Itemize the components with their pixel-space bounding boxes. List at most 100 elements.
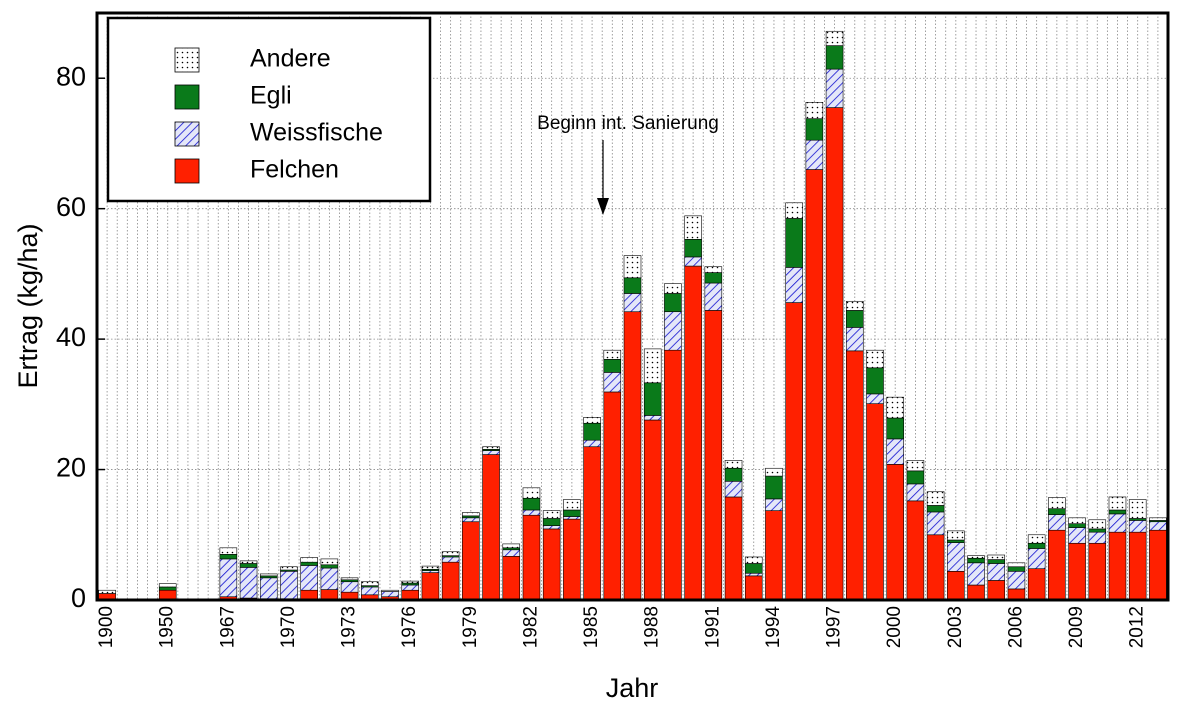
y-tick-label: 0: [71, 583, 86, 613]
bar-segment: [583, 417, 601, 424]
bar-segment: [987, 559, 1006, 564]
bar-segment: [1007, 588, 1026, 601]
bar-segment: [926, 491, 945, 506]
x-tick-label: 2012: [1127, 606, 1148, 648]
y-axis-label: Ertrag (kg/ha): [13, 223, 43, 388]
bar-segment: [239, 567, 258, 599]
x-axis-label: Jahr: [606, 673, 659, 702]
bar-segment: [1149, 517, 1167, 521]
bar-segment: [603, 359, 622, 373]
bar-segment: [158, 586, 177, 591]
bar-segment: [987, 563, 1006, 581]
bar-segment: [340, 581, 359, 593]
legend-swatch: [174, 158, 200, 184]
bar-segment: [542, 528, 561, 601]
bar-segment: [664, 283, 682, 294]
bar-segment: [522, 514, 541, 601]
bar-segment: [1048, 508, 1066, 515]
bar-segment: [906, 500, 925, 601]
bar-segment: [320, 558, 339, 566]
y-tick-label: 40: [56, 322, 86, 352]
bar-segment: [704, 282, 723, 311]
bar-segment: [381, 591, 399, 598]
bar-segment: [280, 566, 298, 571]
bar-segment: [259, 577, 278, 599]
bar-segment: [664, 311, 682, 351]
bar-segment: [1068, 542, 1086, 601]
bar-segment: [947, 539, 965, 543]
bar-segment: [967, 584, 985, 601]
x-tick-label: 1970: [278, 606, 299, 648]
bar-segment: [1007, 571, 1026, 590]
bar-segment: [542, 525, 561, 530]
bar-segment: [583, 422, 601, 441]
bar-segment: [441, 556, 460, 563]
x-tick-label: 2000: [884, 606, 905, 648]
bar-segment: [886, 396, 904, 419]
bar-segment: [845, 300, 864, 311]
x-tick-label: 1985: [581, 606, 602, 648]
bar-segment: [522, 509, 541, 516]
bar-segment: [845, 327, 864, 352]
bar-segment: [724, 467, 743, 482]
bar-segment: [1007, 562, 1026, 568]
bar-segment: [724, 480, 743, 498]
bar-segment: [866, 367, 884, 395]
bar-segment: [441, 551, 460, 556]
bar-segment: [462, 512, 480, 517]
bar-segment: [623, 277, 642, 294]
legend-label: Egli: [250, 82, 292, 110]
bar-segment: [704, 266, 723, 273]
bar-segment: [482, 450, 500, 455]
bar-segment: [1027, 548, 1046, 569]
bar-segment: [947, 530, 965, 541]
bar-segment: [845, 350, 864, 601]
bar-segment: [805, 139, 824, 170]
bar-segment: [1027, 534, 1046, 544]
bar-segment: [1048, 514, 1066, 531]
bar-segment: [987, 580, 1006, 601]
x-tick-label: 1997: [824, 606, 845, 648]
x-tick-label: 1979: [460, 606, 481, 648]
bar-segment: [1108, 531, 1127, 601]
bar-segment: [158, 583, 177, 588]
bar-segment: [542, 518, 561, 526]
bar-segment: [1068, 523, 1086, 528]
bar-segment: [563, 518, 581, 601]
bar-segment: [684, 265, 702, 601]
bar-segment: [563, 499, 581, 511]
bar-segment: [684, 256, 702, 267]
x-tick-label: 2003: [945, 606, 966, 648]
bar-segment: [684, 215, 702, 240]
x-tick-label: 1991: [702, 606, 723, 648]
bar-segment: [664, 349, 682, 601]
bar-segment: [280, 571, 298, 599]
bar-segment: [421, 565, 440, 570]
bar-segment: [1108, 496, 1127, 511]
y-tick-label: 60: [56, 192, 86, 222]
bar-segment: [967, 555, 985, 559]
bar-segment: [340, 577, 359, 581]
bar-segment: [401, 580, 420, 584]
bar-segment: [967, 562, 985, 586]
bar-segment: [1108, 509, 1127, 515]
bar-segment: [1027, 542, 1046, 549]
bar-segment: [724, 460, 743, 469]
bar-segment: [1068, 517, 1086, 524]
bar-segment: [886, 417, 904, 440]
bar-segment: [1149, 529, 1167, 601]
bar-segment: [765, 467, 783, 477]
x-tick-label: 1950: [157, 606, 178, 648]
bar-segment: [765, 475, 783, 500]
bar-segment: [320, 564, 339, 569]
bar-segment: [542, 510, 561, 519]
bar-segment: [1048, 497, 1066, 509]
bar-segment: [785, 302, 803, 601]
bar-segment: [239, 563, 258, 568]
bar-segment: [744, 563, 763, 574]
bar-segment: [643, 382, 662, 416]
bar-segment: [744, 575, 763, 601]
bar-segment: [219, 547, 238, 555]
bar-segment: [744, 572, 763, 577]
bar-segment: [643, 415, 662, 421]
